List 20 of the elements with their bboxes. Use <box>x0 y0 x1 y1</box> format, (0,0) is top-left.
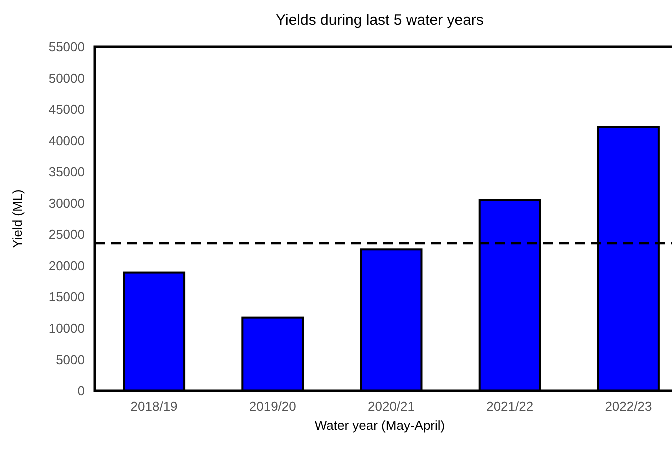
y-tick-label: 20000 <box>48 258 85 274</box>
x-tick-label: 2022/23 <box>605 399 652 414</box>
y-tick-label: 5000 <box>56 352 85 368</box>
x-tick-label: 2018/19 <box>130 399 178 414</box>
y-tick-label: 45000 <box>48 102 85 118</box>
y-tick-label: 30000 <box>48 196 85 211</box>
y-tick-label: 25000 <box>48 227 85 242</box>
x-tick-label: 2020/21 <box>368 399 415 414</box>
y-tick-label: 0 <box>78 384 85 399</box>
x-axis-title: Water year (May-April) <box>314 418 446 433</box>
chart-title: Yields during last 5 water years <box>276 12 484 29</box>
y-tick-label: 55000 <box>48 40 85 55</box>
y-tick-label: 50000 <box>48 70 85 86</box>
x-tick-label: 2021/22 <box>486 399 534 414</box>
y-axis-title: Yield (ML) <box>10 190 25 248</box>
y-tick-label: 40000 <box>48 133 85 148</box>
x-tick-label: 2019/20 <box>249 399 296 414</box>
y-tick-label: 10000 <box>48 321 85 336</box>
y-tick-label: 15000 <box>48 290 85 305</box>
y-tick-label: 35000 <box>48 164 85 180</box>
